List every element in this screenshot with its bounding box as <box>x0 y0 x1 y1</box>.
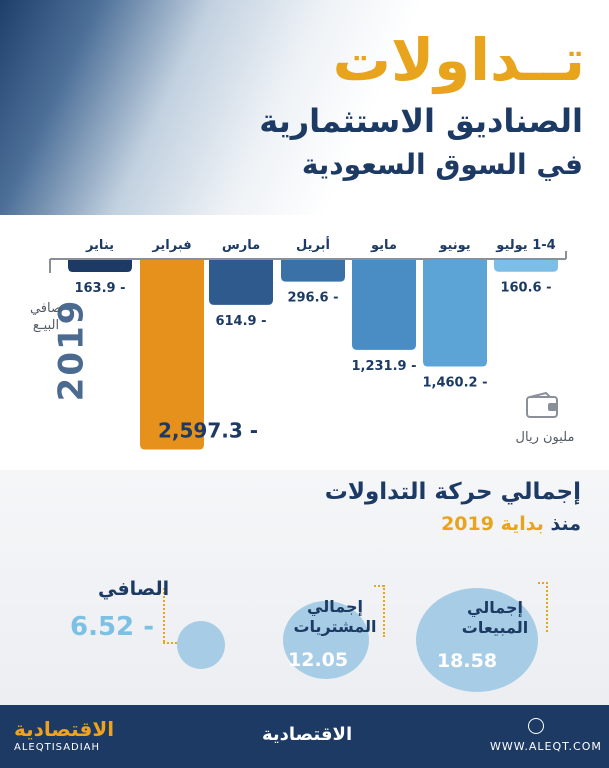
category-label-1: فبراير <box>151 238 191 253</box>
net-value: 6.52 - <box>70 612 154 642</box>
value-label-6: 160.6 - <box>500 281 551 296</box>
website-link[interactable]: WWW.ALEQT.COM <box>490 740 602 753</box>
sales-label-line1: إجمالي <box>467 598 523 617</box>
buys-label-line2: المشتريات <box>293 617 377 636</box>
bar-6 <box>494 260 558 272</box>
buys-connector <box>383 585 385 637</box>
category-label-3: أبريل <box>296 236 330 253</box>
y-axis-label: صافي البيـع <box>29 301 63 333</box>
sales-value: 18.58 <box>436 650 498 672</box>
bar-3 <box>281 260 345 282</box>
buys-circle <box>283 601 369 679</box>
category-label-6: 1-4 يوليو <box>495 238 555 253</box>
unit-label: مليون ريال <box>515 430 575 445</box>
footer-logo-latin: ALEQTISADIAH <box>14 742 101 753</box>
category-label-2: مارس <box>222 238 260 253</box>
category-label-0: يناير <box>85 238 114 253</box>
summary-subtitle-highlight: بداية <box>500 513 544 535</box>
page-subtitle-2: في السوق السعودية <box>301 148 583 181</box>
bar-1 <box>140 260 204 450</box>
footer-logo: الاقتصادية <box>14 717 115 741</box>
summary-subtitle: منذ بداية 2019 <box>441 513 581 535</box>
category-label-4: مايو <box>370 238 397 253</box>
value-label-4: 1,231.9 - <box>351 359 416 374</box>
bar-4 <box>352 260 416 350</box>
header-background <box>0 0 609 215</box>
net-circle <box>177 621 225 669</box>
net-connector <box>163 588 165 642</box>
sales-connector-top <box>538 582 548 584</box>
wallet-icon <box>526 392 558 418</box>
value-label-0: 163.9 - <box>74 281 125 296</box>
category-label-5: يونيو <box>438 238 470 253</box>
value-label-2: 614.9 - <box>215 314 266 329</box>
summary-subtitle-year: 2019 <box>441 513 494 535</box>
sales-circle <box>416 588 538 692</box>
footer-bar <box>0 705 609 768</box>
summary-subtitle-prefix: منذ <box>550 513 582 535</box>
page-title: تــداولات <box>332 26 585 94</box>
globe-icon <box>528 718 544 734</box>
buys-label: إجمالي المشتريات <box>290 597 380 637</box>
value-label-5: 1,460.2 - <box>422 376 487 391</box>
net-connector-bottom <box>163 642 181 644</box>
bar-5 <box>423 260 487 367</box>
value-label-1: 2,597.3 - <box>158 419 258 443</box>
sales-label-line2: المبيعات <box>461 618 529 637</box>
bar-2 <box>209 260 273 305</box>
value-label-3: 296.6 - <box>287 291 338 306</box>
bar-0 <box>68 260 132 272</box>
buys-value: 12.05 <box>288 649 349 671</box>
buys-connector-top <box>374 585 384 587</box>
summary-title: إجمالي حركة التداولات <box>324 479 581 505</box>
footer-center-logo: الاقتصادية <box>262 724 353 745</box>
page-subtitle: الصناديق الاستثمارية <box>259 102 583 140</box>
buys-label-line1: إجمالي <box>307 597 363 616</box>
net-label: الصافي <box>98 578 170 600</box>
monthly-net-chart: يناير 163.9 - فبراير 2,597.3 - مارس 614.9 - أب… <box>49 236 567 450</box>
sales-label: إجمالي المبيعات <box>455 598 535 638</box>
sales-connector <box>546 582 548 632</box>
